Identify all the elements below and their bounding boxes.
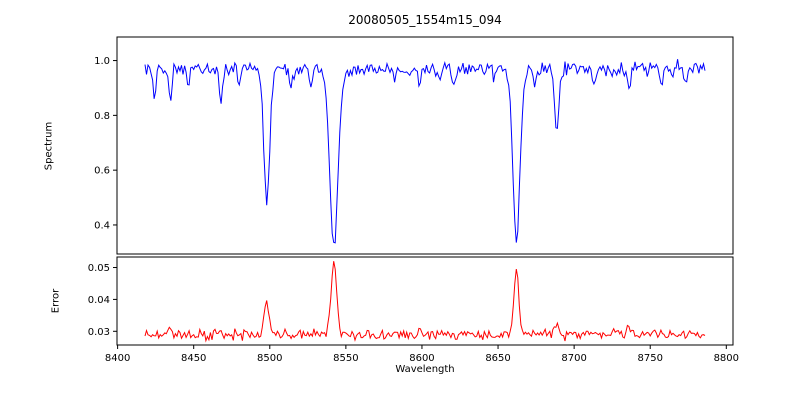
spectrum-y-tick-label: 0.6 <box>94 166 110 177</box>
error-y-tick-label: 0.03 <box>88 327 110 338</box>
x-tick-label: 8450 <box>181 353 206 364</box>
spectrum-axes-frame <box>116 36 734 255</box>
error-line <box>144 261 706 343</box>
x-axis-label: Wavelength <box>395 364 455 375</box>
x-tick-label: 8800 <box>714 353 739 364</box>
spectrum-line <box>144 59 706 244</box>
spectrum-y-tick-label: 0.4 <box>94 220 110 231</box>
error-y-tick-label: 0.04 <box>88 295 110 306</box>
spectrum-y-tick-label: 1.0 <box>94 56 110 67</box>
spectrum-y-tick-label: 0.8 <box>94 111 110 122</box>
chart-title: 20080505_1554m15_094 <box>348 13 502 27</box>
error-axes-frame <box>116 256 734 346</box>
x-tick-label: 8500 <box>257 353 282 364</box>
x-tick-label: 8550 <box>333 353 358 364</box>
error-y-tick-label: 0.05 <box>88 263 110 274</box>
x-tick-label: 8750 <box>637 353 662 364</box>
x-tick-label: 8700 <box>561 353 586 364</box>
x-tick-label: 8650 <box>485 353 510 364</box>
x-tick-label: 8400 <box>105 353 130 364</box>
x-tick-label: 8600 <box>409 353 434 364</box>
